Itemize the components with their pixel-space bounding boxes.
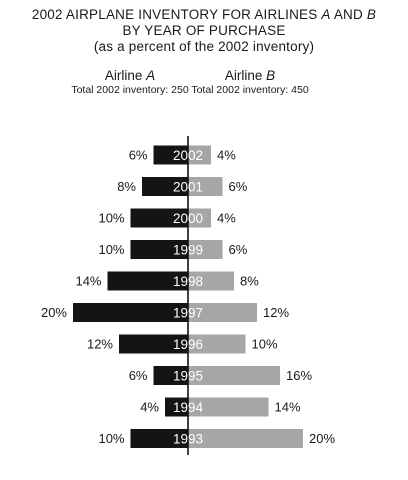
data-label-airline-a-1997: 20% bbox=[41, 305, 67, 320]
data-label-airline-b-1999: 6% bbox=[229, 242, 248, 257]
year-label-2002: 2002 bbox=[173, 148, 203, 163]
data-label-airline-a-1995: 6% bbox=[129, 368, 148, 383]
chart-title-line-2: BY YEAR OF PURCHASE bbox=[122, 23, 286, 38]
data-label-airline-b-2002: 4% bbox=[217, 148, 236, 163]
bar-airline-b-1998 bbox=[188, 271, 234, 291]
bar-airline-b-1995 bbox=[188, 366, 280, 385]
year-label-1993: 1993 bbox=[173, 431, 203, 446]
bar-airline-a-1994 bbox=[165, 397, 188, 417]
data-label-airline-b-2000: 4% bbox=[217, 211, 236, 226]
data-label-airline-a-1996: 12% bbox=[87, 337, 113, 352]
bar-airline-b-1999 bbox=[188, 240, 223, 259]
bar-airline-b-1994 bbox=[188, 397, 269, 417]
data-label-airline-b-1998: 8% bbox=[240, 274, 259, 289]
data-label-airline-b-1995: 16% bbox=[286, 368, 312, 383]
chart-title-line-3: (as a percent of the 2002 inventory) bbox=[93, 39, 315, 54]
data-label-airline-a-2000: 10% bbox=[98, 211, 124, 226]
bar-airline-a-1995 bbox=[153, 366, 188, 385]
series-header-airline-a: Airline A Total 2002 inventory: 250 bbox=[70, 68, 190, 97]
year-label-1999: 1999 bbox=[173, 242, 203, 257]
data-label-airline-a-1999: 10% bbox=[98, 242, 124, 257]
bar-airline-b-2000 bbox=[188, 208, 211, 228]
bar-airline-a-1999 bbox=[130, 240, 188, 259]
data-label-airline-b-1996: 10% bbox=[252, 337, 278, 352]
series-header-airline-b: Airline B Total 2002 inventory: 450 bbox=[188, 68, 312, 97]
series-subtitle-airline-a: Total 2002 inventory: 250 bbox=[71, 84, 189, 96]
year-label-1995: 1995 bbox=[173, 368, 203, 383]
series-name-airline-a: Airline A bbox=[104, 68, 156, 83]
data-label-airline-b-2001: 6% bbox=[229, 179, 248, 194]
bar-airline-b-1997 bbox=[188, 303, 257, 322]
data-label-airline-a-2002: 6% bbox=[129, 148, 148, 163]
bar-airline-b-2001 bbox=[188, 177, 223, 196]
data-label-airline-b-1993: 20% bbox=[309, 431, 335, 446]
year-label-1996: 1996 bbox=[173, 337, 203, 352]
bar-airline-a-1998 bbox=[107, 271, 188, 291]
year-label-1998: 1998 bbox=[173, 274, 203, 289]
bar-airline-a-1993 bbox=[130, 429, 188, 448]
series-subtitle-airline-b: Total 2002 inventory: 450 bbox=[191, 84, 309, 96]
data-label-airline-a-1998: 14% bbox=[75, 274, 101, 289]
bar-airline-a-2001 bbox=[142, 177, 188, 196]
year-label-2001: 2001 bbox=[173, 179, 203, 194]
bar-airline-b-2002 bbox=[188, 145, 211, 165]
year-label-2000: 2000 bbox=[173, 211, 203, 226]
bar-airline-a-1997 bbox=[73, 303, 188, 322]
bar-airline-b-1996 bbox=[188, 334, 246, 354]
bar-airline-a-1996 bbox=[119, 334, 188, 354]
chart-title-line-1: 2002 AIRPLANE INVENTORY FOR AIRLINES A A… bbox=[31, 7, 377, 22]
data-label-airline-a-1994: 4% bbox=[140, 400, 159, 415]
data-label-airline-a-2001: 8% bbox=[117, 179, 136, 194]
bar-airline-b-1993 bbox=[188, 429, 303, 448]
data-label-airline-b-1994: 14% bbox=[275, 400, 301, 415]
data-label-airline-a-1993: 10% bbox=[98, 431, 124, 446]
year-label-1997: 1997 bbox=[173, 305, 203, 320]
data-label-airline-b-1997: 12% bbox=[263, 305, 289, 320]
series-name-airline-b: Airline B bbox=[224, 68, 276, 83]
bar-airline-a-2002 bbox=[153, 145, 188, 165]
bar-airline-a-2000 bbox=[130, 208, 188, 228]
year-label-1994: 1994 bbox=[173, 400, 204, 415]
